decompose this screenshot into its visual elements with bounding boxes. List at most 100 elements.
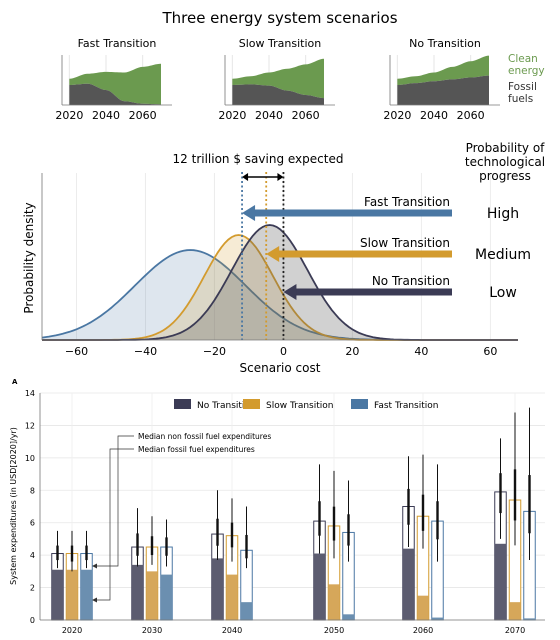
tick-label: 2040 xyxy=(255,109,283,122)
y-tick-label: 12 xyxy=(25,421,35,430)
slow-transition-fossil-bar xyxy=(66,569,78,620)
expenditure-bar-chart: A 0 2 4 6 8 10 12 14 2020 2030 2040 2050 2060 2070 Syst… xyxy=(9,378,545,635)
no-transition-arrow-shaft xyxy=(295,288,452,296)
x-axis-label: Scenario cost xyxy=(240,361,321,375)
x-tick-label: 2050 xyxy=(324,626,344,635)
fast-transition-fossil-bar xyxy=(160,574,173,620)
clean-energy-area xyxy=(232,58,324,99)
x-tick-label: 40 xyxy=(414,345,428,358)
annotation-fossil-connector xyxy=(96,448,134,601)
x-tick-label: 2030 xyxy=(142,626,162,635)
legend-clean-energy-line2: energy xyxy=(508,65,545,77)
legend-clean-energy-line1: Clean xyxy=(508,53,538,65)
no-transition-fossil-bar xyxy=(402,548,415,620)
probability-header-line3: progress xyxy=(479,169,531,183)
slow-transition-legend-label: Slow Transition xyxy=(266,401,333,411)
no-transition-arrow-label: No Transition xyxy=(372,274,450,288)
legend-fossil-fuels-line1: Fossil xyxy=(508,81,537,93)
clean-energy-area xyxy=(69,63,161,105)
y-tick-label: 10 xyxy=(25,454,35,463)
x-tick-label: 20 xyxy=(345,345,359,358)
no-transition-legend-label: No Transition xyxy=(197,401,256,411)
tick-label: 2020 xyxy=(383,109,411,122)
saving-annotation: 12 trillion $ saving expected xyxy=(173,152,344,166)
x-tick-label: 2060 xyxy=(413,626,433,635)
annotation-fossil-arrowhead xyxy=(92,597,97,603)
slow-transition-arrow-shaft xyxy=(278,250,452,258)
tick-label: 2060 xyxy=(129,109,157,122)
y-tick-label: 0 xyxy=(30,616,35,625)
tick-label: 2040 xyxy=(420,109,448,122)
figure-title: Three energy system scenarios xyxy=(161,9,397,27)
x-tick-label: 2020 xyxy=(62,626,82,635)
no-transition-fossil-bar xyxy=(131,564,144,620)
slow-transition-fossil-bar xyxy=(146,571,158,620)
x-tick-label: −40 xyxy=(134,345,157,358)
slow-transition-fossil-bar xyxy=(417,595,429,620)
slow-transition-arrow-label: Slow Transition xyxy=(360,236,450,250)
y-axis-label: Probability density xyxy=(22,202,36,313)
fast-transition-fossil-bar xyxy=(80,569,93,620)
legend-fossil-fuels-line2: fuels xyxy=(508,93,533,105)
no-transition-legend-swatch xyxy=(174,399,191,409)
slow-transition-arrow-head xyxy=(266,246,280,262)
no-transition-arrow-head xyxy=(283,284,297,300)
y-tick-label: 2 xyxy=(30,584,35,593)
panel-title: No Transition xyxy=(409,37,481,50)
fast-transition-fossil-bar xyxy=(240,602,253,620)
annotation-fossil: Median fossil fuel expenditures xyxy=(138,445,255,454)
fast-transition-probability-level: High xyxy=(487,206,519,222)
tick-label: 2020 xyxy=(218,109,246,122)
no-transition-fossil-bar xyxy=(211,558,224,620)
saving-arrowhead-left xyxy=(242,173,249,181)
fossil-fuels-area xyxy=(397,75,489,105)
slow-transition-fossil-bar xyxy=(226,574,238,620)
no-transition-fossil-bar xyxy=(494,543,507,620)
annotation-non-fossil: Median non fossil fuel expenditures xyxy=(138,432,271,441)
y-tick-label: 4 xyxy=(30,551,35,560)
slow-transition-density-fill xyxy=(42,235,518,340)
panel-label: A xyxy=(12,378,18,386)
probability-header-line2: technological xyxy=(465,155,545,169)
panel-title: Fast Transition xyxy=(78,37,157,50)
tick-label: 2060 xyxy=(457,109,485,122)
no-transition-fossil-bar xyxy=(313,553,326,620)
scenario-area-charts: Fast Transition 2020 2040 2060 Slow Transiti… xyxy=(55,37,544,122)
tick-label: 2020 xyxy=(55,109,83,122)
fast-transition-legend-label: Fast Transition xyxy=(374,401,438,411)
fast-transition-fossil-bar xyxy=(523,618,536,620)
tick-label: 2060 xyxy=(292,109,320,122)
annotation-non-fossil-connector xyxy=(96,435,134,567)
y-tick-label: 8 xyxy=(30,486,35,495)
fast-transition-arrow-label: Fast Transition xyxy=(364,195,450,209)
no-transition-probability-level: Low xyxy=(489,285,517,301)
x-tick-label: 60 xyxy=(483,345,497,358)
fast-transition-density-fill xyxy=(42,250,518,340)
y-tick-label: 6 xyxy=(30,519,35,528)
y-axis-label: System expenditures (in USD[2020]/yr) xyxy=(9,427,18,585)
saving-arrowhead-right xyxy=(277,173,284,181)
tick-label: 2040 xyxy=(92,109,120,122)
slow-transition-probability-level: Medium xyxy=(475,247,531,263)
fast-transition-arrow-head xyxy=(242,205,256,221)
no-transition-fossil-bar xyxy=(51,569,64,620)
x-tick-label: 2070 xyxy=(505,626,525,635)
probability-header-line1: Probability of xyxy=(466,141,546,155)
x-tick-label: −60 xyxy=(65,345,88,358)
x-tick-label: −20 xyxy=(203,345,226,358)
slow-transition-fossil-bar xyxy=(328,584,340,620)
clean-energy-area xyxy=(397,55,489,85)
x-tick-label: 2040 xyxy=(222,626,242,635)
slow-transition-legend-swatch xyxy=(243,399,260,409)
fossil-fuels-area xyxy=(232,84,324,105)
no-transition-density-fill xyxy=(42,225,518,340)
fast-transition-arrow-shaft xyxy=(254,209,452,217)
density-chart: 12 trillion $ saving expected Probability… xyxy=(22,141,545,375)
slow-transition-fossil-bar xyxy=(509,602,521,620)
fast-transition-legend-swatch xyxy=(351,399,368,409)
x-tick-label: 0 xyxy=(280,345,287,358)
panel-title: Slow Transition xyxy=(239,37,321,50)
y-tick-label: 14 xyxy=(25,389,35,398)
fast-transition-fossil-bar xyxy=(431,617,444,620)
